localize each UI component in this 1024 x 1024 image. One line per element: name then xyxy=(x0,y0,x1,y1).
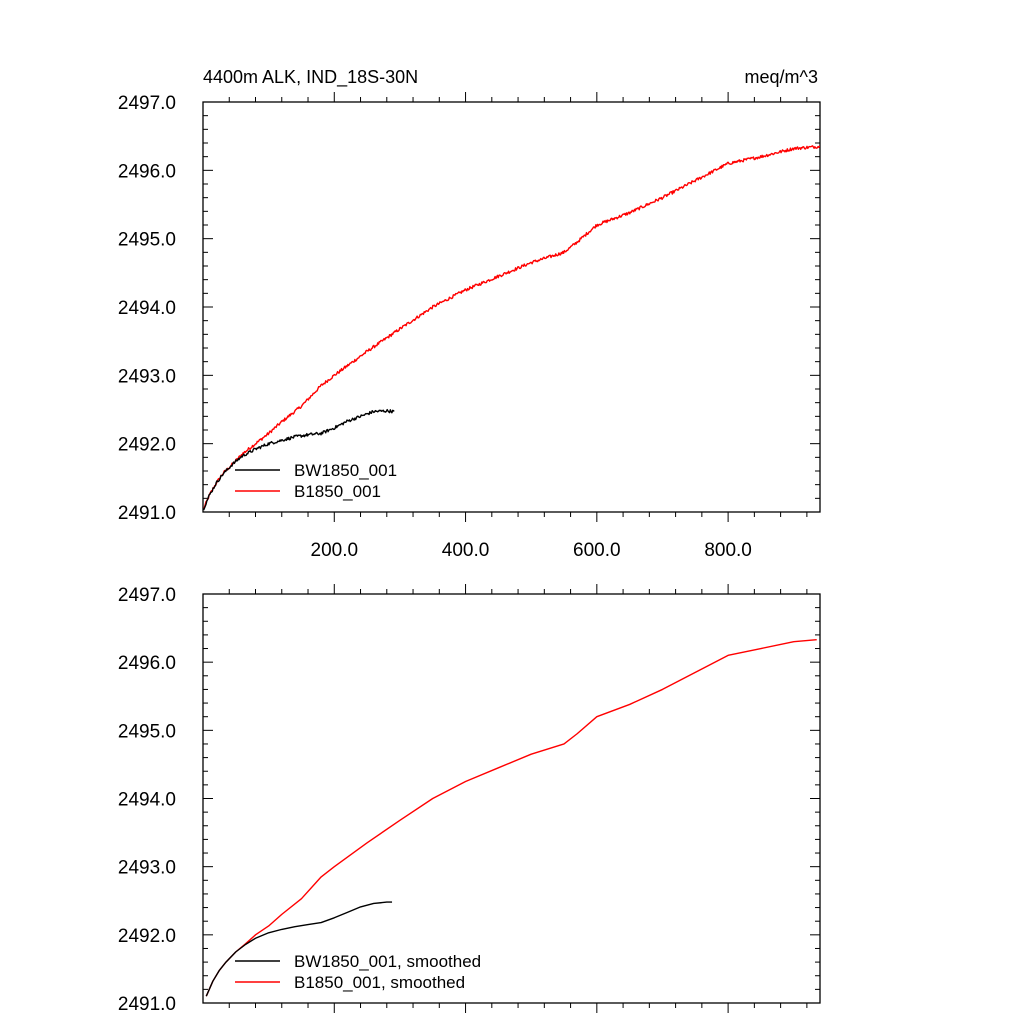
y-tick-label: 2492.0 xyxy=(118,926,176,947)
y-tick-label: 2492.0 xyxy=(118,435,176,456)
x-tick-label: 200.0 xyxy=(311,540,359,561)
y-tick-label: 2496.0 xyxy=(118,161,176,182)
y-tick-label: 2491.0 xyxy=(118,503,176,524)
y-tick-label: 2491.0 xyxy=(118,994,176,1015)
y-tick-label: 2496.0 xyxy=(118,653,176,674)
bottom-panel: 2491.0 2492.0 2493.0 2494.0 2495.0 2496.0 2497… xyxy=(118,584,821,1015)
units-label: meq/m^3 xyxy=(745,67,818,87)
x-tick-label: 600.0 xyxy=(573,540,621,561)
series-line-bw1850-001-smoothed xyxy=(205,901,393,997)
y-tick-label: 2494.0 xyxy=(118,298,176,319)
y-tick-label: 2497.0 xyxy=(118,585,176,606)
legend-label: B1850_001 xyxy=(294,482,381,501)
legend-label: BW1850_001 xyxy=(294,461,397,480)
y-tick-label: 2493.0 xyxy=(118,858,176,879)
x-tick-label: 800.0 xyxy=(704,540,752,561)
x-tick-label: 400.0 xyxy=(442,540,490,561)
series-line-bw1850-001 xyxy=(203,408,395,511)
y-tick-label: 2493.0 xyxy=(118,366,176,387)
top-panel: 2491.0 2492.0 2493.0 2494.0 2495.0 2496.0 2497… xyxy=(118,67,821,561)
y-tick-label: 2497.0 xyxy=(118,93,176,114)
y-tick-label: 2494.0 xyxy=(118,790,176,811)
y-tick-label: 2495.0 xyxy=(118,721,176,742)
chart-title: 4400m ALK, IND_18S-30N xyxy=(203,67,418,88)
legend-label: B1850_001, smoothed xyxy=(294,973,465,992)
series-line-b1850-001-smoothed xyxy=(205,638,817,997)
legend-label: BW1850_001, smoothed xyxy=(294,952,481,971)
y-tick-label: 2495.0 xyxy=(118,230,176,251)
series-line-b1850-001 xyxy=(203,145,820,509)
